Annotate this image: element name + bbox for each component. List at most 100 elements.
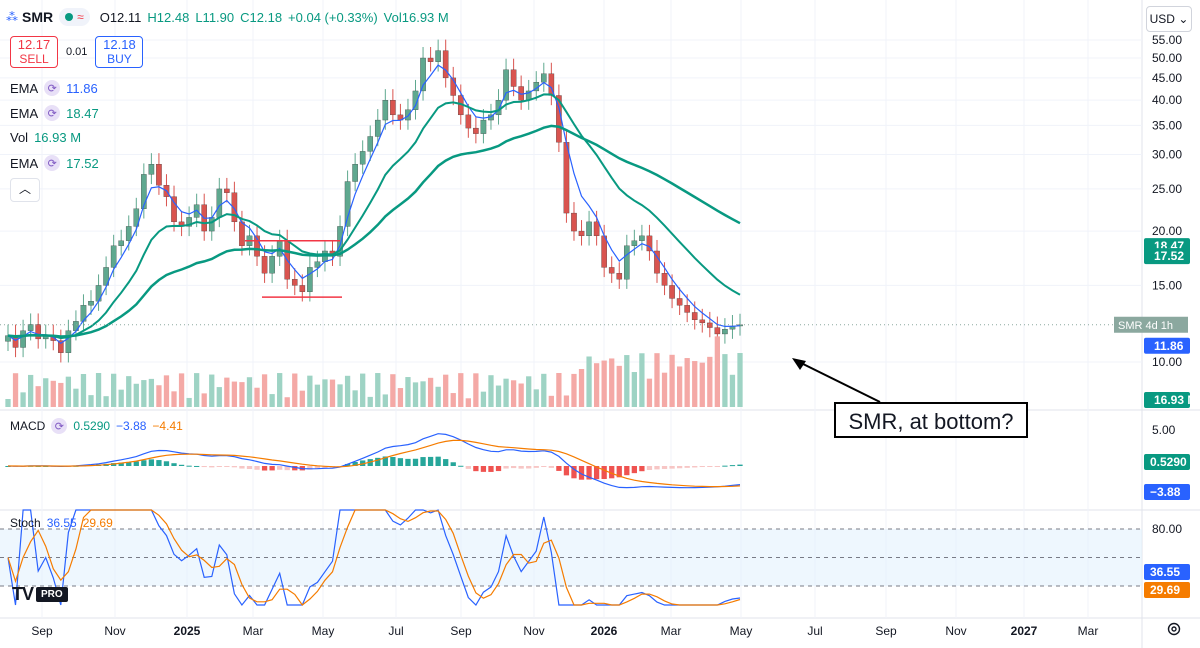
candle	[20, 330, 26, 348]
macd-bar	[503, 466, 509, 469]
candle	[88, 301, 94, 306]
settings-cycle-icon[interactable]: ⟳	[44, 105, 61, 121]
stoch-legend[interactable]: Stoch 36.55 29.69	[10, 516, 113, 530]
gear-icon[interactable]	[1166, 621, 1182, 637]
volume-bar	[601, 360, 607, 407]
macd-bar	[171, 463, 177, 466]
time-tick-label: Nov	[104, 624, 125, 638]
candle	[367, 136, 374, 152]
volume-bar	[163, 375, 170, 407]
candle	[412, 90, 419, 110]
volume-bar	[450, 393, 456, 407]
candle	[420, 57, 426, 92]
trade-panel: 12.17 SELL 0.01 12.18 BUY	[10, 36, 144, 68]
currency-selector[interactable]: USD ⌄	[1146, 6, 1192, 32]
macd-bar	[556, 466, 562, 471]
market-open-icon	[65, 13, 74, 21]
symbol-name[interactable]: SMR	[22, 9, 54, 25]
volume-bar	[692, 361, 698, 407]
macd-legend[interactable]: MACD ⟳ 0.5290 −3.88 −4.41	[10, 418, 183, 434]
macd-bar	[548, 466, 554, 468]
indicator-ema-short[interactable]: EMA ⟳ 11.86	[10, 80, 98, 96]
macd-bar	[435, 456, 441, 466]
macd-bar	[563, 466, 570, 476]
macd-value: 0.5290	[73, 419, 111, 433]
buy-button[interactable]: 12.18 BUY	[95, 36, 144, 68]
indicator-ema-mid[interactable]: EMA ⟳ 17.52	[10, 155, 99, 171]
macd-bar	[707, 466, 713, 467]
candle	[171, 196, 177, 223]
candle	[110, 245, 117, 268]
indicator-name: EMA	[10, 80, 39, 96]
volume-bar	[50, 380, 56, 407]
spread-value: 0.01	[66, 46, 88, 58]
macd-bar	[390, 456, 396, 466]
volume-bar	[699, 362, 705, 407]
volume-bar	[178, 373, 185, 407]
macd-bar	[254, 466, 260, 470]
volume-bar	[669, 354, 675, 407]
macd-bar	[737, 464, 743, 466]
settings-cycle-icon[interactable]: ⟳	[44, 155, 61, 171]
candle	[27, 324, 34, 331]
volume-bar	[239, 382, 245, 407]
indicator-ema-long[interactable]: EMA ⟳ 18.47	[10, 105, 99, 121]
macd-bar	[510, 466, 517, 469]
volume-bar	[616, 365, 622, 407]
macd-tick-label: 5.00	[1152, 423, 1176, 437]
time-tick-label: Sep	[875, 624, 897, 638]
badge-bg	[1144, 337, 1190, 354]
volume-bar	[20, 392, 26, 407]
badge-bg	[1114, 316, 1188, 333]
macd-bar	[322, 466, 328, 469]
time-tick-label: Nov	[523, 624, 544, 638]
candle	[239, 221, 245, 246]
time-tick-label: Mar	[1078, 624, 1099, 638]
badge-label: 29.69	[1150, 583, 1180, 597]
candle	[631, 240, 638, 246]
volume-bar	[435, 386, 441, 407]
macd-bar	[541, 466, 547, 468]
market-status-pill[interactable]: ≈	[59, 8, 90, 26]
volume-bar	[329, 379, 336, 407]
macd-bar	[163, 461, 170, 466]
macd-bar	[676, 466, 683, 469]
candle	[661, 273, 668, 286]
volume-bar	[299, 390, 305, 407]
volume-bar	[88, 395, 94, 407]
candle	[578, 230, 585, 237]
candle	[261, 256, 268, 274]
stoch-badge: 29.69	[1144, 582, 1190, 598]
settings-cycle-icon[interactable]: ⟳	[44, 80, 61, 96]
macd-bar	[344, 463, 351, 466]
macd-bar	[277, 466, 283, 470]
sell-button[interactable]: 12.17 SELL	[10, 36, 58, 68]
symbol-logo-icon: ⁂	[6, 10, 18, 24]
price-tick-label: 40.00	[1152, 93, 1182, 107]
volume-bar	[269, 394, 275, 407]
volume-bar	[722, 354, 728, 407]
macd-bar	[465, 466, 471, 469]
stoch-d-line	[7, 509, 741, 606]
annotation-callout: SMR, at bottom?	[834, 402, 1028, 438]
volume-bar	[707, 356, 713, 407]
candle	[405, 109, 411, 121]
volume-bar	[344, 375, 351, 407]
macd-line	[7, 433, 741, 489]
macd-bar	[216, 466, 222, 467]
time-tick-label: Sep	[450, 624, 472, 638]
volume-bar	[360, 373, 366, 407]
stoch-name: Stoch	[10, 516, 41, 530]
candle	[691, 312, 698, 321]
volume-bar	[397, 388, 404, 407]
macd-bar	[118, 462, 124, 466]
price-tick-label: 50.00	[1152, 51, 1182, 65]
volume-bar	[405, 377, 411, 407]
settings-cycle-icon[interactable]: ⟳	[51, 418, 68, 434]
indicator-volume[interactable]: Vol 16.93 M	[10, 130, 81, 145]
macd-bar	[684, 466, 690, 468]
collapse-legend-button[interactable]: ︿	[10, 178, 40, 202]
volume-bar	[661, 372, 668, 407]
candle	[480, 119, 487, 134]
